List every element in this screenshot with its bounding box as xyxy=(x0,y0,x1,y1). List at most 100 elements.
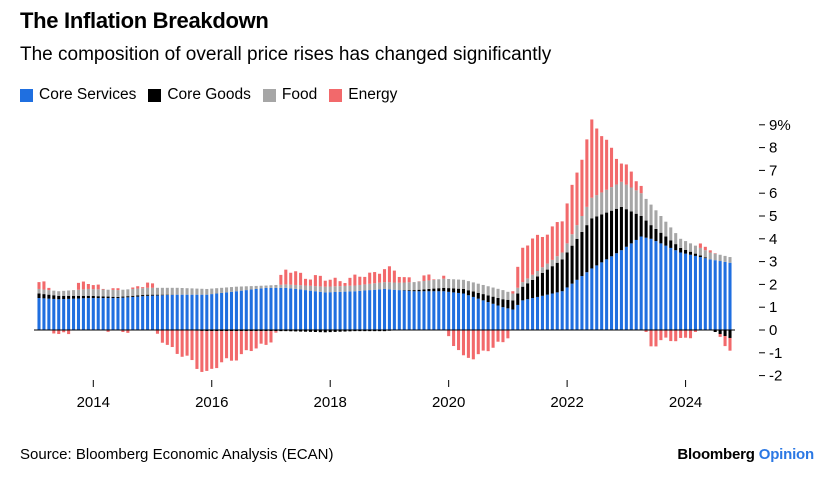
bar-segment-core-goods xyxy=(81,295,85,299)
bar-segment-core-services xyxy=(131,296,135,330)
bar-month xyxy=(614,158,619,330)
bar-month xyxy=(417,281,421,330)
bar-month xyxy=(210,288,214,369)
bar-segment-energy xyxy=(531,238,535,275)
bar-segment-energy xyxy=(476,330,480,355)
bar-segment-core-goods xyxy=(531,279,535,299)
bar-segment-energy xyxy=(619,163,623,182)
bar-segment-food xyxy=(52,290,56,296)
bar-segment-core-services xyxy=(703,258,707,330)
bar-segment-core-services xyxy=(580,276,584,330)
bar-segment-core-goods xyxy=(437,288,441,292)
bar-segment-energy xyxy=(353,274,357,286)
y-tick-label: 9% xyxy=(769,117,791,134)
bar-segment-food xyxy=(373,283,377,290)
bar-segment-energy xyxy=(486,330,490,352)
bar-segment-food xyxy=(679,238,683,248)
bar-month xyxy=(131,287,135,330)
bar-segment-core-services xyxy=(52,298,56,330)
bar-month xyxy=(348,277,352,332)
bar-month xyxy=(249,286,253,352)
bar-month xyxy=(318,275,322,333)
bar-segment-core-goods xyxy=(555,262,559,293)
bar-segment-core-goods xyxy=(481,294,485,301)
bar-segment-food xyxy=(669,227,673,241)
bar-segment-energy xyxy=(501,330,505,343)
bar-segment-energy xyxy=(688,330,693,339)
bar-segment-energy xyxy=(234,331,238,361)
bar-segment-core-services xyxy=(452,292,456,330)
bar-segment-energy xyxy=(141,287,145,289)
bar-segment-core-services xyxy=(427,291,431,330)
bar-segment-food xyxy=(259,285,263,289)
bar-month xyxy=(698,243,702,330)
bar-segment-energy xyxy=(249,331,253,352)
bar-segment-core-services xyxy=(136,296,140,330)
bar-segment-energy xyxy=(585,139,589,207)
bar-segment-energy xyxy=(481,330,485,351)
bar-month xyxy=(170,287,174,348)
bar-segment-food xyxy=(136,288,140,296)
bar-segment-food xyxy=(96,289,100,297)
bar-segment-food xyxy=(684,241,688,250)
bar-segment-core-goods xyxy=(506,299,510,309)
y-tick-label: 1 xyxy=(769,299,777,316)
bar-month xyxy=(195,288,199,369)
bar-month xyxy=(76,282,81,330)
bar-segment-core-goods xyxy=(358,330,362,332)
bar-segment-core-services xyxy=(338,291,342,330)
bar-month xyxy=(664,221,668,338)
bar-segment-food xyxy=(165,287,169,295)
bar-month xyxy=(461,279,465,356)
bar-month xyxy=(565,203,569,330)
legend-swatch-energy xyxy=(329,88,343,102)
bar-month xyxy=(328,279,332,333)
bar-month xyxy=(457,279,461,351)
bar-segment-food xyxy=(106,289,110,297)
bar-segment-food xyxy=(155,287,159,295)
bar-segment-core-services xyxy=(200,294,204,330)
bar-month xyxy=(205,288,209,371)
bar-segment-food xyxy=(363,284,367,291)
bar-month xyxy=(382,269,387,332)
bar-month xyxy=(506,291,510,339)
bar-segment-core-goods xyxy=(471,291,475,297)
bar-segment-food xyxy=(501,290,505,300)
bar-segment-food xyxy=(407,282,411,291)
bar-segment-core-services xyxy=(225,292,229,330)
bar-segment-food xyxy=(304,285,308,291)
legend-item-core-services: Core Services xyxy=(20,86,136,104)
bar-segment-core-services xyxy=(684,253,688,330)
bar-segment-core-goods xyxy=(496,297,500,306)
bar-month xyxy=(215,288,219,369)
bar-month xyxy=(703,246,707,330)
bar-segment-core-services xyxy=(96,298,100,330)
bar-month xyxy=(531,238,535,330)
y-tick-label: 4 xyxy=(769,231,777,248)
bar-segment-core-goods xyxy=(501,299,505,308)
bar-segment-core-goods xyxy=(333,330,337,332)
bar-segment-food xyxy=(461,279,465,289)
bar-month xyxy=(259,285,263,344)
bar-month xyxy=(610,147,614,330)
bar-segment-core-goods xyxy=(72,295,76,299)
bar-segment-core-goods xyxy=(610,210,614,257)
bar-segment-food xyxy=(220,287,224,293)
bar-month xyxy=(299,272,303,332)
bar-segment-food xyxy=(540,267,544,273)
bar-segment-core-services xyxy=(387,289,391,330)
bar-segment-core-goods xyxy=(304,330,308,332)
bar-segment-energy xyxy=(328,279,332,287)
bar-segment-energy xyxy=(299,272,303,286)
bar-segment-core-services xyxy=(516,304,520,330)
bar-segment-core-services xyxy=(471,296,475,330)
bar-segment-core-services xyxy=(289,288,293,330)
bar-segment-core-services xyxy=(461,293,465,330)
bar-segment-core-services xyxy=(313,291,317,330)
bar-segment-food xyxy=(605,189,609,213)
bar-segment-energy xyxy=(244,331,248,351)
bar-segment-core-goods xyxy=(634,213,638,240)
bar-month xyxy=(141,287,145,330)
bar-segment-energy xyxy=(644,330,648,332)
bar-segment-core-goods xyxy=(318,330,322,333)
